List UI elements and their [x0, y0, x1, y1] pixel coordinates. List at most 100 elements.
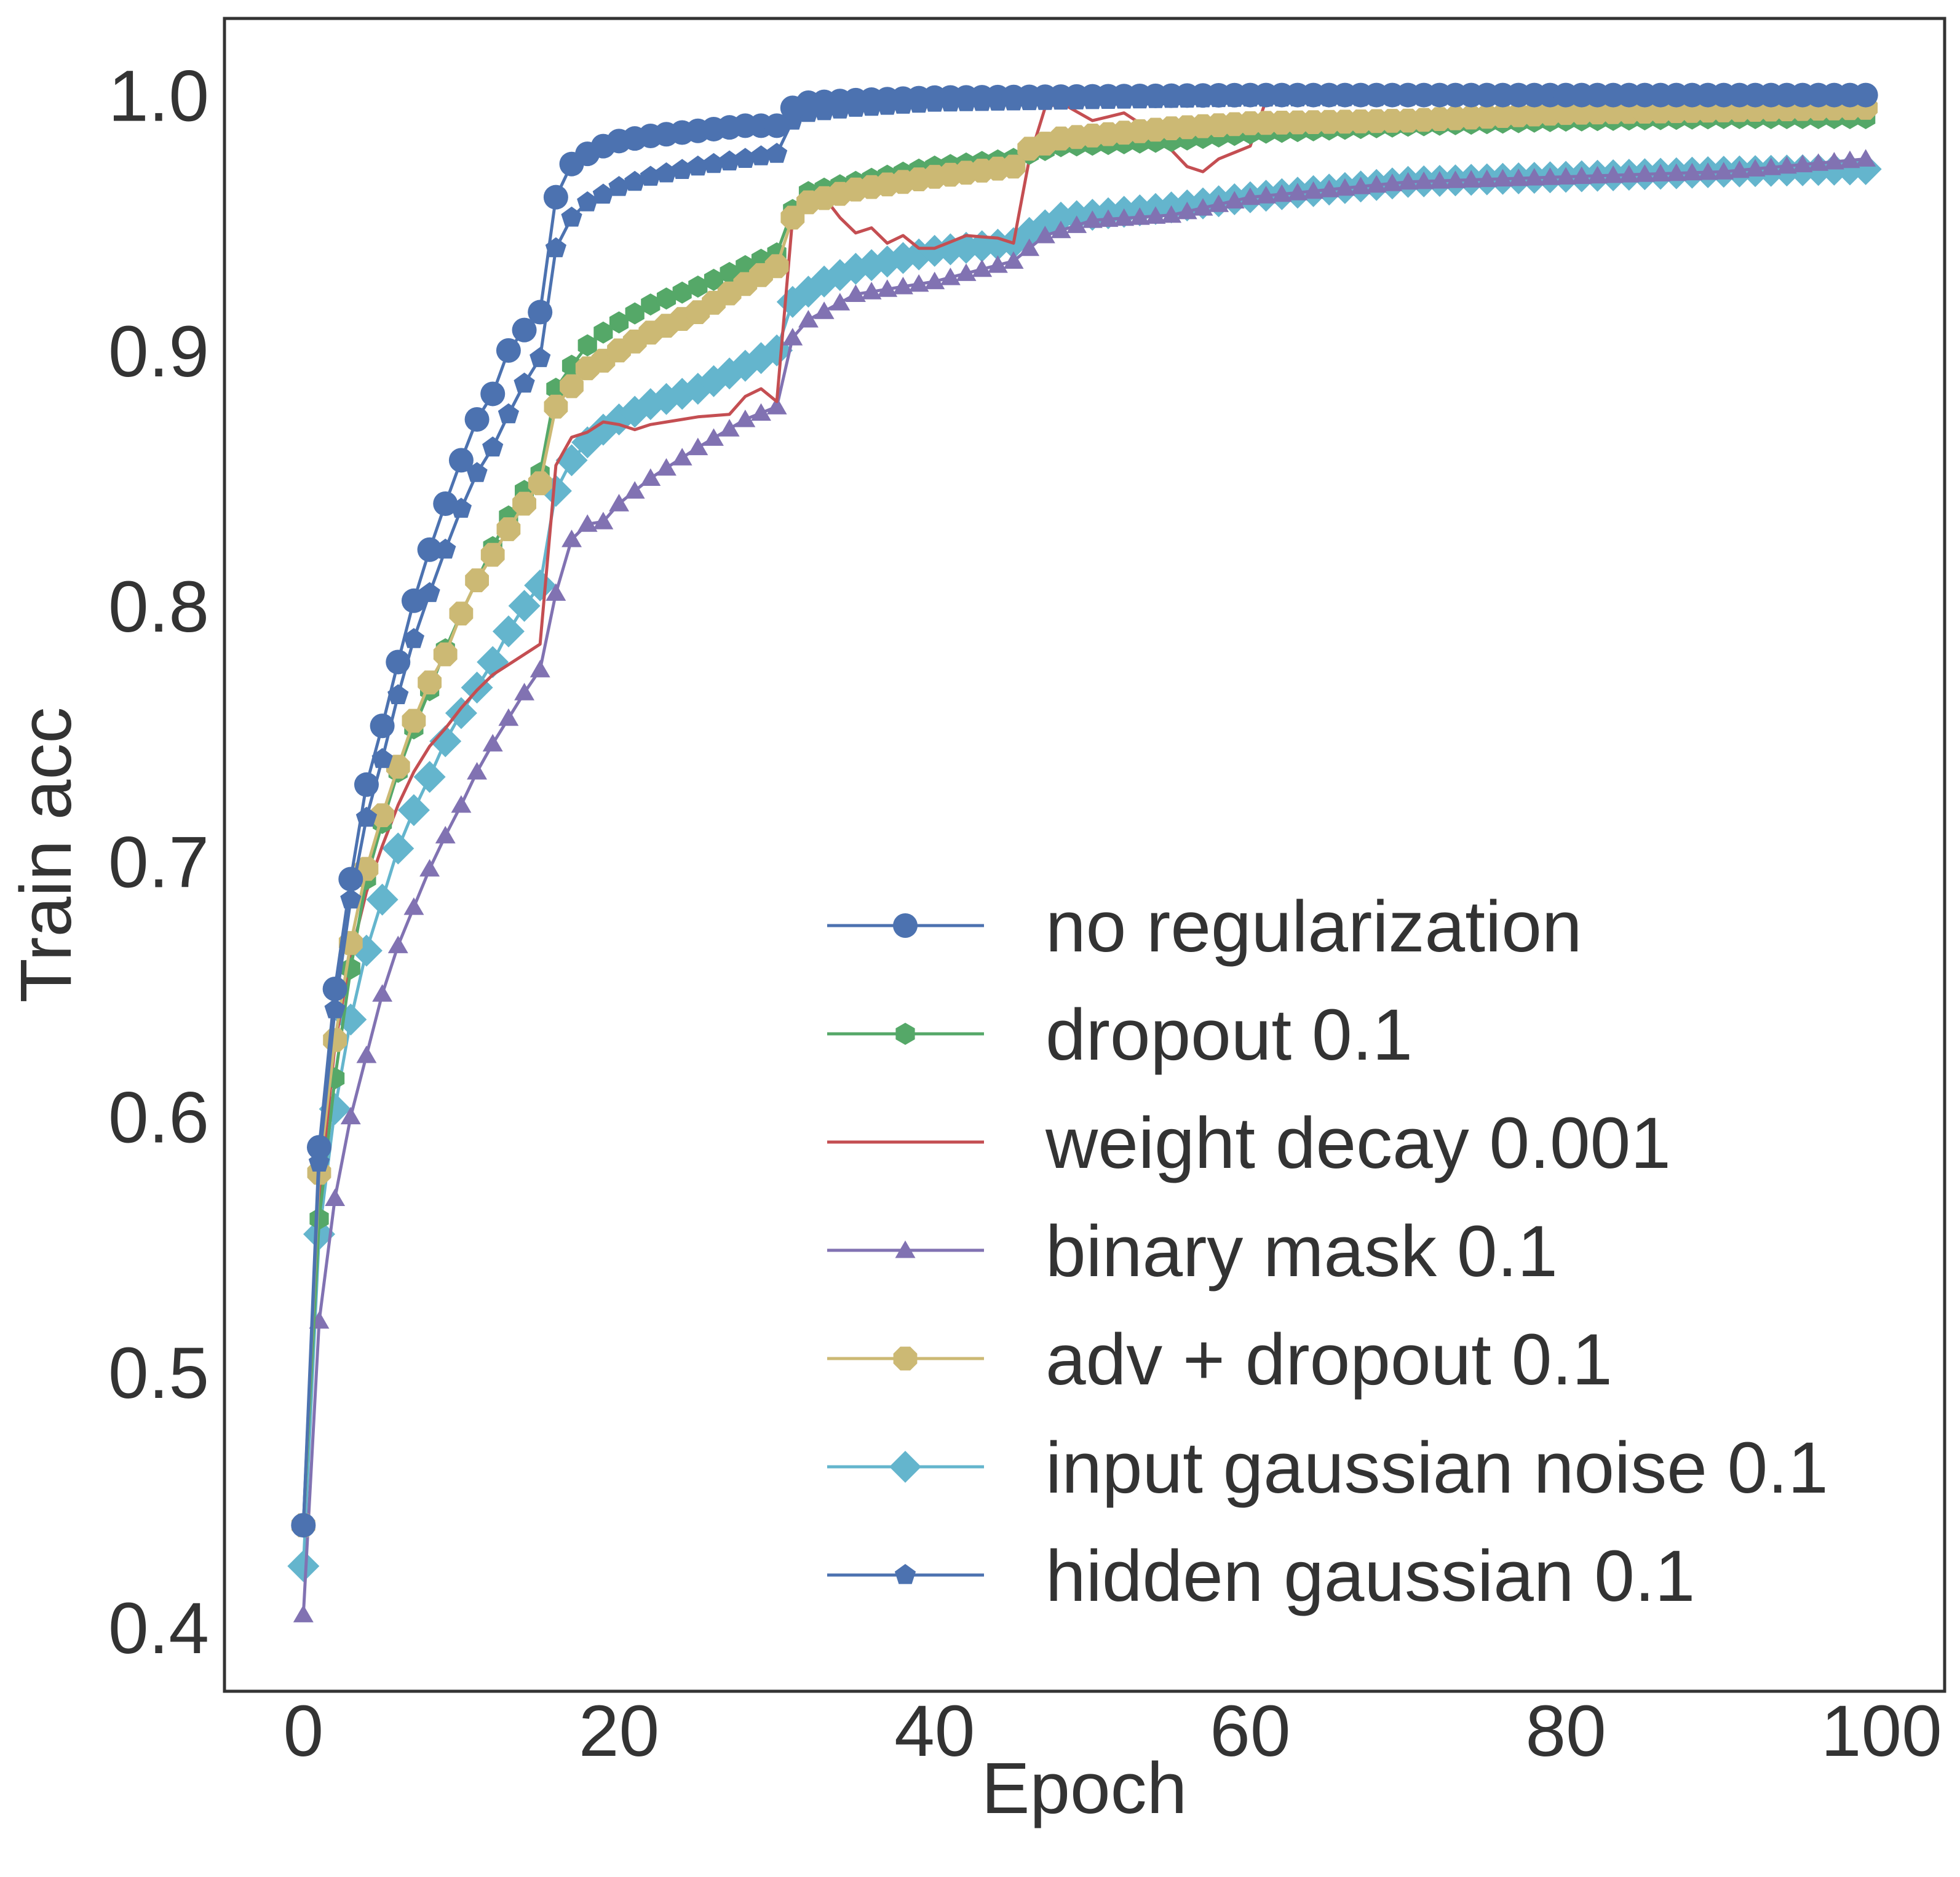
- data-point-bm: [387, 935, 408, 953]
- data-point-bm: [1098, 209, 1119, 227]
- legend-marker: [889, 1451, 921, 1483]
- data-point-bm: [1129, 207, 1150, 225]
- data-point-hg: [514, 372, 535, 393]
- data-point-do: [625, 302, 645, 325]
- data-point-bm: [1319, 180, 1339, 197]
- data-point-bm: [1271, 184, 1292, 202]
- data-point-bm: [498, 708, 519, 726]
- legend-marker: [894, 1564, 916, 1584]
- legend-label: hidden gaussian 0.1: [1045, 1536, 1695, 1617]
- data-point-bm: [1303, 181, 1323, 199]
- data-point-bm: [1366, 175, 1387, 193]
- data-point-hg: [324, 998, 346, 1018]
- data-point-bm: [640, 468, 661, 486]
- data-point-bm: [1382, 173, 1403, 191]
- data-point-adv: [480, 542, 505, 567]
- data-point-hg: [703, 153, 724, 173]
- x-tick-label: 60: [1210, 1691, 1290, 1772]
- data-point-bm: [846, 284, 866, 302]
- data-point-do: [704, 269, 724, 291]
- data-point-bm: [1555, 167, 1576, 185]
- data-point-bm: [1587, 165, 1608, 184]
- data-point-bm: [1729, 160, 1750, 178]
- data-point-nr: [480, 381, 506, 407]
- x-tick-label: 80: [1526, 1691, 1606, 1772]
- data-point-bm: [325, 1188, 346, 1206]
- data-point-bm: [877, 279, 898, 297]
- data-point-hg: [750, 145, 772, 165]
- data-point-bm: [1034, 226, 1055, 244]
- data-point-bm: [1697, 162, 1718, 180]
- data-point-bm: [972, 259, 993, 277]
- series-layer: [287, 82, 1882, 1622]
- data-point-bm: [1493, 169, 1513, 187]
- data-point-bm: [924, 271, 945, 290]
- data-point-bm: [514, 683, 534, 700]
- data-point-bm: [798, 310, 819, 328]
- data-point-ign: [492, 615, 525, 648]
- data-point-bm: [1508, 169, 1529, 186]
- data-point-hg: [482, 436, 504, 457]
- data-point-nr: [496, 338, 521, 363]
- data-point-bm: [766, 397, 787, 415]
- data-point-hg: [371, 748, 393, 768]
- data-point-bm: [482, 734, 503, 752]
- x-tick-label: 40: [894, 1691, 975, 1772]
- data-point-bm: [1792, 154, 1813, 173]
- data-point-bm: [1855, 149, 1876, 167]
- y-tick-label: 1.0: [108, 56, 209, 137]
- legend-item: adv + dropout 0.1: [827, 1319, 1613, 1400]
- data-point-bm: [1335, 178, 1355, 196]
- data-point-do: [309, 1207, 329, 1230]
- data-point-bm: [1745, 159, 1766, 177]
- data-point-adv: [386, 755, 410, 779]
- legend-label: adv + dropout 0.1: [1045, 1319, 1613, 1400]
- data-point-bm: [1682, 162, 1702, 181]
- data-point-hg: [766, 143, 788, 163]
- data-point-adv: [370, 803, 394, 827]
- data-point-do: [656, 287, 676, 310]
- legend-item: dropout 0.1: [827, 994, 1413, 1076]
- data-point-bm: [451, 795, 472, 813]
- data-point-bm: [530, 659, 550, 678]
- data-point-bm: [1571, 166, 1592, 185]
- data-point-bm: [892, 277, 913, 295]
- legend-marker: [895, 1240, 916, 1258]
- data-point-bm: [1082, 210, 1103, 228]
- data-point-hg: [498, 403, 519, 424]
- data-point-bm: [782, 328, 803, 346]
- plot-frame: [223, 17, 1946, 1693]
- y-tick-label: 0.6: [108, 1077, 209, 1159]
- data-point-bm: [861, 282, 882, 300]
- data-point-bm: [403, 897, 424, 915]
- legend-item: hidden gaussian 0.1: [827, 1536, 1695, 1617]
- data-point-bm: [908, 274, 929, 292]
- data-point-bm: [609, 494, 629, 512]
- data-point-hg: [672, 159, 693, 179]
- data-point-adv: [465, 568, 489, 592]
- data-point-adv: [433, 642, 458, 667]
- series-bm: [293, 149, 1876, 1622]
- data-point-bm: [688, 437, 708, 456]
- data-point-bm: [940, 268, 961, 285]
- data-point-hg: [608, 176, 630, 196]
- data-point-bm: [1429, 171, 1450, 189]
- data-point-bm: [1761, 157, 1782, 175]
- data-point-ign: [461, 672, 493, 704]
- data-point-bm: [435, 825, 456, 844]
- legend-item: binary mask 0.1: [827, 1211, 1558, 1292]
- data-point-nr: [528, 300, 553, 325]
- data-point-adv: [1001, 154, 1026, 179]
- data-point-bm: [356, 1046, 377, 1063]
- data-point-bm: [293, 1605, 314, 1622]
- data-point-bm: [1635, 164, 1655, 182]
- data-point-nr: [512, 317, 537, 343]
- data-point-bm: [1666, 163, 1687, 181]
- data-point-hg: [656, 162, 677, 183]
- y-tick-label: 0.9: [108, 311, 209, 392]
- data-point-adv: [764, 254, 789, 279]
- data-point-bm: [987, 255, 1008, 273]
- data-point-ign: [287, 1550, 320, 1582]
- data-point-hg: [624, 170, 646, 191]
